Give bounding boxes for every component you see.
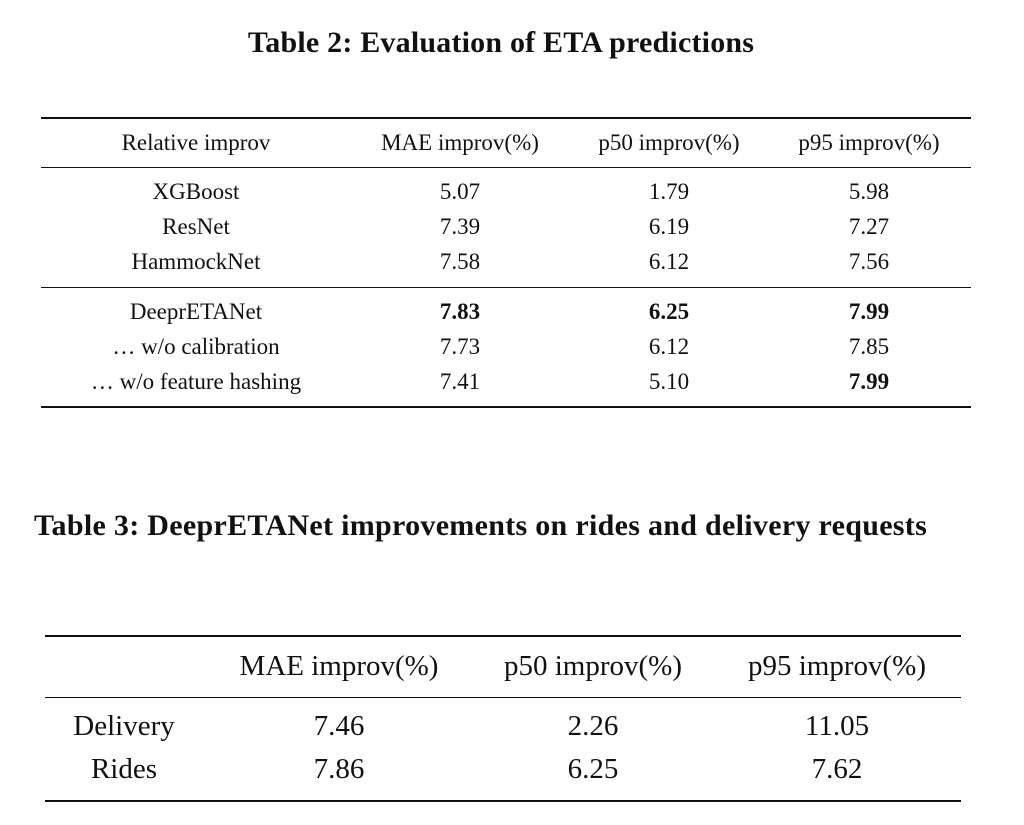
table3-header-p50: p50 improv(%) <box>504 650 682 682</box>
table3-row-rides-label: Rides <box>90 753 158 785</box>
table2-header-rule <box>41 167 971 168</box>
table2-header-p95: p95 improv(%) <box>798 130 940 155</box>
table2-row-deepreta-mae: 7.83 <box>439 299 481 324</box>
table2-row-xgboost-mae: 5.07 <box>439 179 481 204</box>
table3-header-p95: p95 improv(%) <box>748 650 926 682</box>
table2-header-relative: Relative improv <box>121 130 271 155</box>
table2-header-p50: p50 improv(%) <box>598 130 740 155</box>
table2-row-nohash-p50: 5.10 <box>648 369 690 394</box>
table3-top-rule <box>45 635 961 637</box>
table2-row-nocalib-model: … w/o calibration <box>112 334 280 359</box>
table2-header-mae: MAE improv(%) <box>381 130 539 155</box>
table2-mid-rule <box>41 287 971 288</box>
table2-row-nocalib-mae: 7.73 <box>439 334 481 359</box>
table3-bottom-rule <box>45 800 961 802</box>
table2-row-hammocknet-mae: 7.58 <box>439 249 481 274</box>
table2-bottom-rule <box>41 406 971 408</box>
table2-row-xgboost-model: XGBoost <box>152 179 240 204</box>
table2-row-resnet-mae: 7.39 <box>439 214 481 239</box>
table2-row-hammocknet-model: HammockNet <box>131 249 261 274</box>
table3-row-rides-mae: 7.86 <box>313 753 365 785</box>
table2-row-deepreta-p95: 7.99 <box>848 299 890 324</box>
table2-row-nocalib-p95: 7.85 <box>848 334 890 359</box>
table3-row-delivery-p50: 2.26 <box>567 710 619 742</box>
table3-row-delivery-mae: 7.46 <box>313 710 365 742</box>
table2-top-rule <box>41 117 971 119</box>
table2-row-xgboost-p95: 5.98 <box>848 179 890 204</box>
table2-row-hammocknet-p50: 6.12 <box>648 249 690 274</box>
table3-row-rides-p50: 6.25 <box>567 753 619 785</box>
table2-row-resnet-p95: 7.27 <box>848 214 890 239</box>
table2-row-nohash-mae: 7.41 <box>439 369 481 394</box>
table2-row-nocalib-p50: 6.12 <box>648 334 690 359</box>
table3-row-delivery-label: Delivery <box>73 710 175 742</box>
table2-row-nohash-model: … w/o feature hashing <box>90 369 302 394</box>
table2-row-resnet-p50: 6.19 <box>648 214 690 239</box>
table2-row-resnet-model: ResNet <box>162 214 230 239</box>
table2-row-xgboost-p50: 1.79 <box>648 179 690 204</box>
table2-row-nohash-p95: 7.99 <box>848 369 890 394</box>
table3-header-rule <box>45 697 961 698</box>
table3-caption: Table 3: DeeprETANet improvements on rid… <box>34 509 928 542</box>
table2-caption: Table 2: Evaluation of ETA predictions <box>247 26 755 59</box>
table2-row-hammocknet-p95: 7.56 <box>848 249 890 274</box>
table2-row-deepreta-model: DeeprETANet <box>129 299 263 324</box>
table3-row-delivery-p95: 11.05 <box>804 710 870 742</box>
table3-header-mae: MAE improv(%) <box>239 650 439 682</box>
table3-row-rides-p95: 7.62 <box>811 753 863 785</box>
table2-row-deepreta-p50: 6.25 <box>648 299 690 324</box>
